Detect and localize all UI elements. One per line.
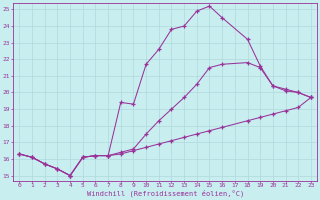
X-axis label: Windchill (Refroidissement éolien,°C): Windchill (Refroidissement éolien,°C) bbox=[86, 190, 244, 197]
